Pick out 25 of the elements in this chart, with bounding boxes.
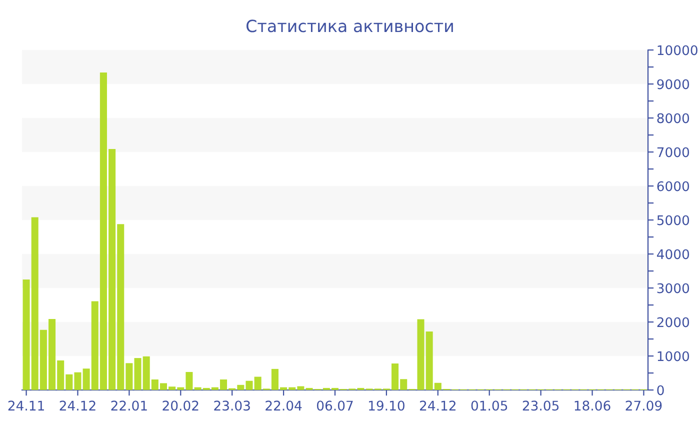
- y-tick-label: 0: [657, 385, 664, 396]
- chart-title: Статистика активности: [246, 20, 453, 32]
- y-tick-label: 6000: [657, 181, 690, 192]
- y-tick-label: 2000: [657, 317, 690, 328]
- y-tick-label: 5000: [657, 215, 690, 226]
- x-tick-label: 27.09: [626, 400, 662, 411]
- x-tick-label: 22.01: [111, 400, 147, 411]
- y-tick-label: 3000: [657, 283, 690, 294]
- x-tick-label: 24.11: [8, 400, 44, 410]
- x-tick-label: 20.02: [162, 400, 198, 411]
- y-tick-label: 9000: [657, 79, 690, 90]
- x-tick-label: 22.04: [266, 400, 302, 411]
- y-tick-label: 1000: [658, 351, 690, 362]
- x-tick-label: 06.07: [316, 400, 353, 411]
- x-tick-label: 01.05: [471, 400, 508, 411]
- x-tick-label: 23.05: [522, 400, 559, 411]
- y-tick-label: 4000: [656, 249, 690, 260]
- x-tick-label: 18.06: [574, 400, 610, 411]
- y-tick-label: 7000: [657, 147, 690, 158]
- y-tick-label: 8000: [657, 113, 690, 124]
- x-tick-label: 19.10: [369, 400, 404, 411]
- x-tick-label: 23.03: [214, 400, 250, 411]
- y-tick-label: 10000: [658, 45, 698, 56]
- x-tick-label: 24.12: [60, 400, 96, 410]
- x-tick-label: 24.12: [420, 400, 456, 410]
